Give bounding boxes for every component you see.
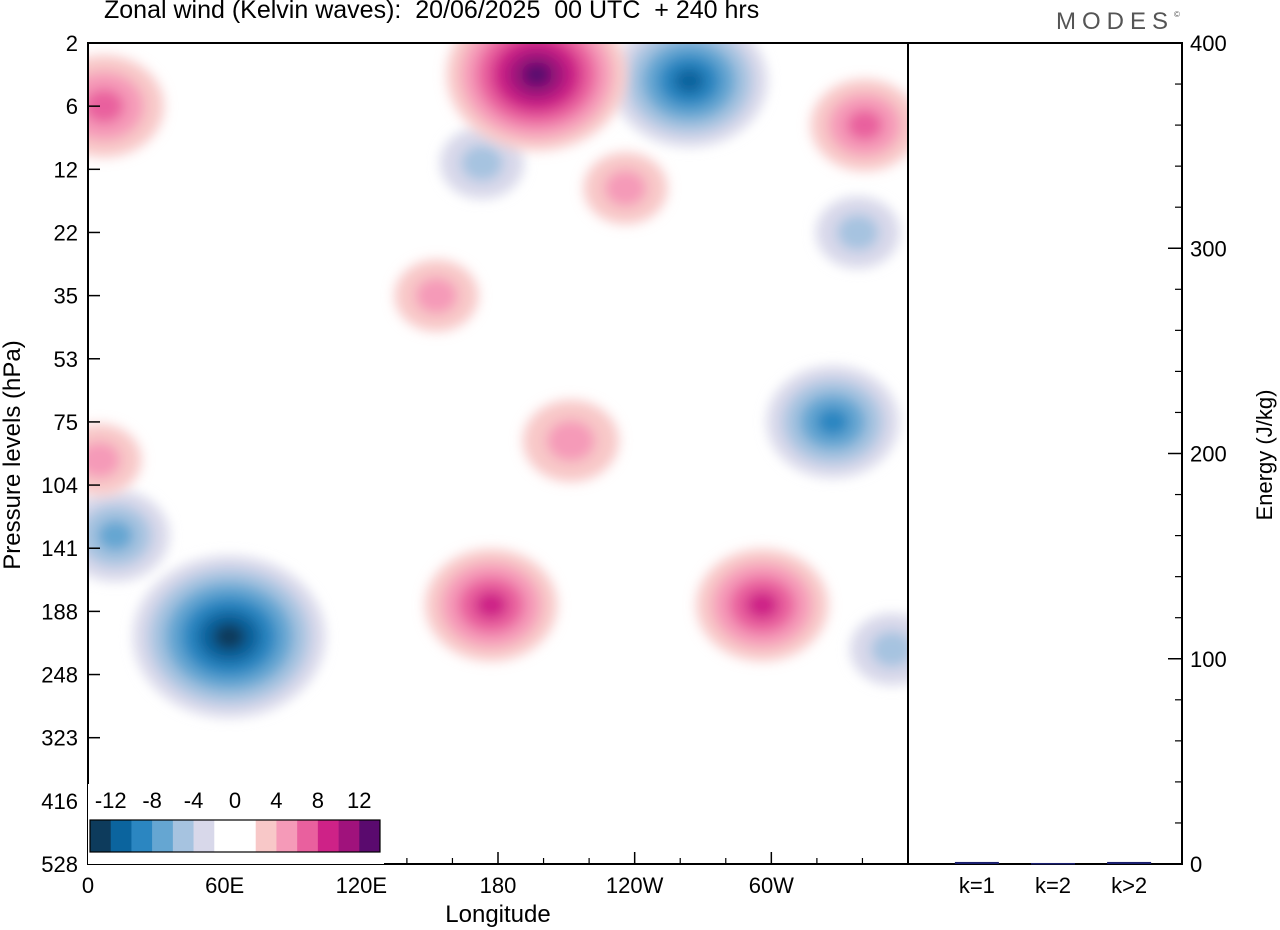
anomaly-feature-14 <box>394 259 479 332</box>
colorbar-swatch <box>172 820 194 852</box>
colorbar-swatch <box>131 820 153 852</box>
chart-title: Zonal wind (Kelvin waves): 20/06/2025 00… <box>104 0 760 24</box>
y-axis-label: Pressure levels (hPa) <box>0 340 26 569</box>
colorbar-swatch <box>297 820 319 852</box>
anomaly-feature-2 <box>766 365 899 478</box>
energy-category-label: k=2 <box>1035 873 1071 898</box>
colorbar-swatch <box>276 820 298 852</box>
colorbar-frame <box>89 819 381 853</box>
colorbar-label: -8 <box>142 788 162 813</box>
anomaly-feature-7 <box>446 43 627 151</box>
anomaly-feature-4 <box>850 613 908 686</box>
x-axis-label: Longitude <box>445 901 550 928</box>
colorbar-swatch <box>338 820 360 852</box>
y-tick-label: 528 <box>41 852 78 877</box>
anomaly-feature-0 <box>133 555 326 718</box>
contour-band <box>474 591 508 620</box>
y-tick-label: 22 <box>54 220 78 245</box>
energy-category-label: k>2 <box>1111 873 1147 898</box>
colorbar-swatch <box>193 820 215 852</box>
colorbar-swatch <box>317 820 339 852</box>
colorbar-label: -12 <box>95 788 127 813</box>
colorbar-swatch <box>359 820 381 852</box>
contour-band <box>816 407 850 436</box>
contour-band <box>745 591 779 620</box>
colorbar-swatch <box>214 820 236 852</box>
x-tick-label: 60W <box>749 873 794 898</box>
anomaly-feature-8 <box>425 549 558 662</box>
contour-band <box>88 89 124 124</box>
contour-band <box>97 520 134 551</box>
heatmap-field <box>88 43 908 718</box>
energy-bar-k=1 <box>954 861 999 864</box>
x-tick-label: 60E <box>205 873 244 898</box>
modes-logo: MODES© <box>1056 8 1180 36</box>
y-tick-label: 323 <box>41 726 78 751</box>
anomaly-feature-13 <box>583 152 668 225</box>
y-tick-label: 2 <box>66 31 78 56</box>
anomaly-feature-12 <box>522 399 619 482</box>
contour-band <box>604 170 647 207</box>
colorbar-swatch <box>90 820 112 852</box>
y-tick-label: 416 <box>41 789 78 814</box>
y-tick-label: 141 <box>41 536 78 561</box>
contour-band <box>213 623 246 651</box>
energy-tick-label: 200 <box>1190 442 1227 467</box>
contour-band <box>521 61 552 88</box>
anomaly-feature-11 <box>810 79 908 172</box>
x-tick-label: 120E <box>336 873 387 898</box>
energy-category-label: k=1 <box>959 873 995 898</box>
colorbar-swatch <box>255 820 277 852</box>
energy-plot-frame <box>907 42 1183 865</box>
colorbar-swatch <box>235 820 257 852</box>
y-tick-label: 53 <box>54 347 78 372</box>
anomaly-feature-3 <box>88 489 170 582</box>
colorbar-label: 4 <box>270 788 282 813</box>
colorbar-label: 0 <box>229 788 241 813</box>
y-tick-label: 12 <box>54 157 78 182</box>
anomaly-feature-1 <box>611 43 768 147</box>
logo-mark: © <box>1174 10 1180 19</box>
y-tick-label: 188 <box>41 599 78 624</box>
x-tick-label: 120W <box>606 873 664 898</box>
contour-band <box>415 277 458 314</box>
logo-text: MODES <box>1056 8 1175 35</box>
energy-bars: k=1 k=2 k>2 <box>954 861 1152 898</box>
axes: 0 60E 120E 180 120W 60W 2 6 12 22 35 53 75 104 141 188 2… <box>41 31 1226 898</box>
contour-band <box>846 109 883 141</box>
energy-axis-label: Energy (J/kg) <box>1252 390 1277 521</box>
contour-band <box>461 144 504 181</box>
y-tick-label: 6 <box>66 94 78 119</box>
contour-band <box>836 214 879 251</box>
y-tick-label: 75 <box>54 410 78 435</box>
colorbar-swatch <box>152 820 174 852</box>
energy-tick-label: 100 <box>1190 647 1227 672</box>
colorbar-label: -4 <box>184 788 204 813</box>
colorbar-label: 12 <box>347 788 371 813</box>
anomaly-feature-15 <box>88 423 142 496</box>
colorbar-swatch <box>110 820 132 852</box>
y-tick-label: 104 <box>41 473 78 498</box>
anomaly-feature-10 <box>88 55 164 158</box>
energy-tick-label: 0 <box>1190 852 1202 877</box>
x-tick-label: 0 <box>82 873 94 898</box>
anomaly-feature-9 <box>696 549 829 662</box>
energy-bar-k>2 <box>1107 861 1152 864</box>
energy-bar-k=2 <box>1031 862 1075 865</box>
energy-tick-label: 400 <box>1190 31 1227 56</box>
contour-band <box>871 631 908 668</box>
contour-band <box>673 67 705 95</box>
contour-band <box>546 420 595 462</box>
anomaly-feature-5 <box>815 196 900 269</box>
energy-tick-label: 300 <box>1190 236 1227 261</box>
y-tick-label: 248 <box>41 663 78 688</box>
colorbar: -12 -8 -4 0 4 8 12 <box>88 784 384 864</box>
contour-band <box>88 441 121 478</box>
y-tick-label: 35 <box>54 284 78 309</box>
colorbar-label: 8 <box>312 788 324 813</box>
x-tick-label: 180 <box>480 873 517 898</box>
